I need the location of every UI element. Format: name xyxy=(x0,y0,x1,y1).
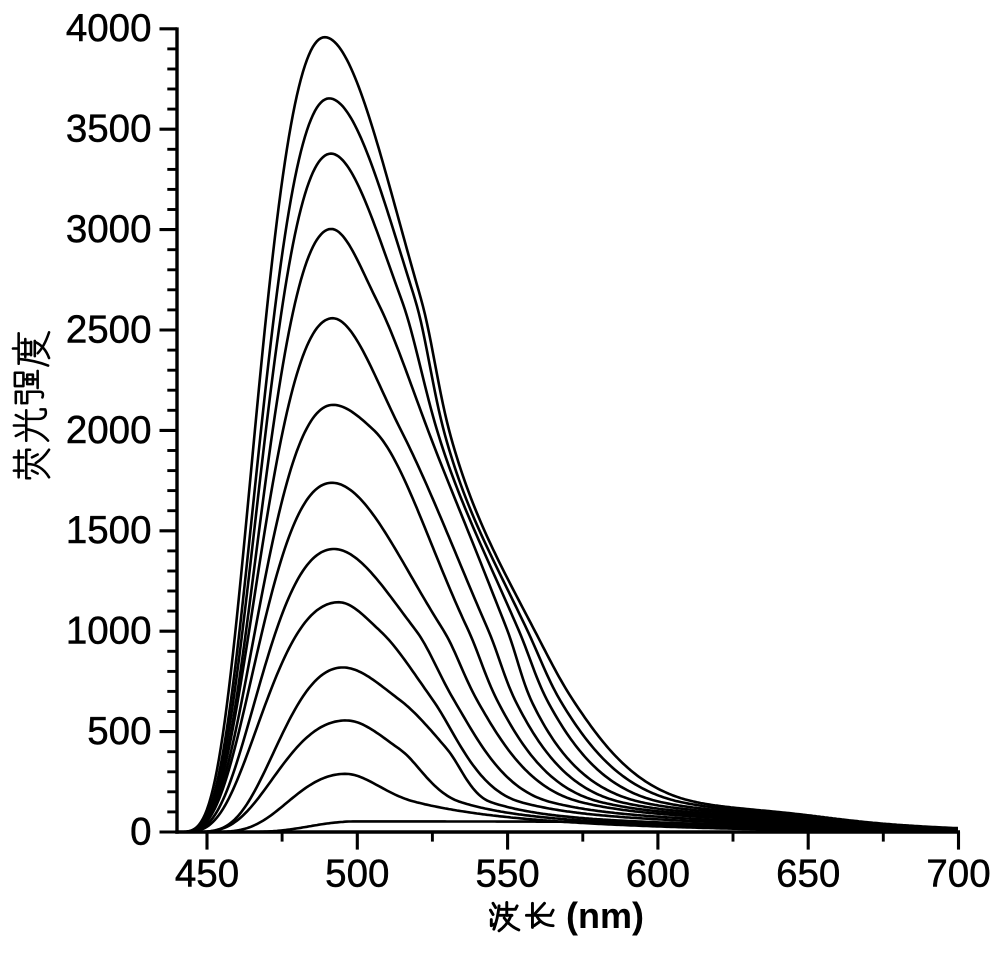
svg-text:650: 650 xyxy=(776,853,840,896)
svg-text:(nm): (nm) xyxy=(566,895,644,936)
svg-text:1500: 1500 xyxy=(66,509,152,552)
svg-text:450: 450 xyxy=(175,853,239,896)
svg-text:3000: 3000 xyxy=(66,208,152,251)
svg-text:2500: 2500 xyxy=(66,308,152,351)
svg-text:2000: 2000 xyxy=(66,409,152,452)
svg-text:1000: 1000 xyxy=(66,610,152,653)
svg-text:4000: 4000 xyxy=(66,7,152,50)
svg-text:3500: 3500 xyxy=(66,108,152,151)
svg-text:500: 500 xyxy=(87,710,151,753)
svg-text:0: 0 xyxy=(130,810,151,853)
svg-text:550: 550 xyxy=(475,853,539,896)
svg-text:500: 500 xyxy=(325,853,389,896)
svg-text:700: 700 xyxy=(926,853,990,896)
svg-text:600: 600 xyxy=(626,853,690,896)
